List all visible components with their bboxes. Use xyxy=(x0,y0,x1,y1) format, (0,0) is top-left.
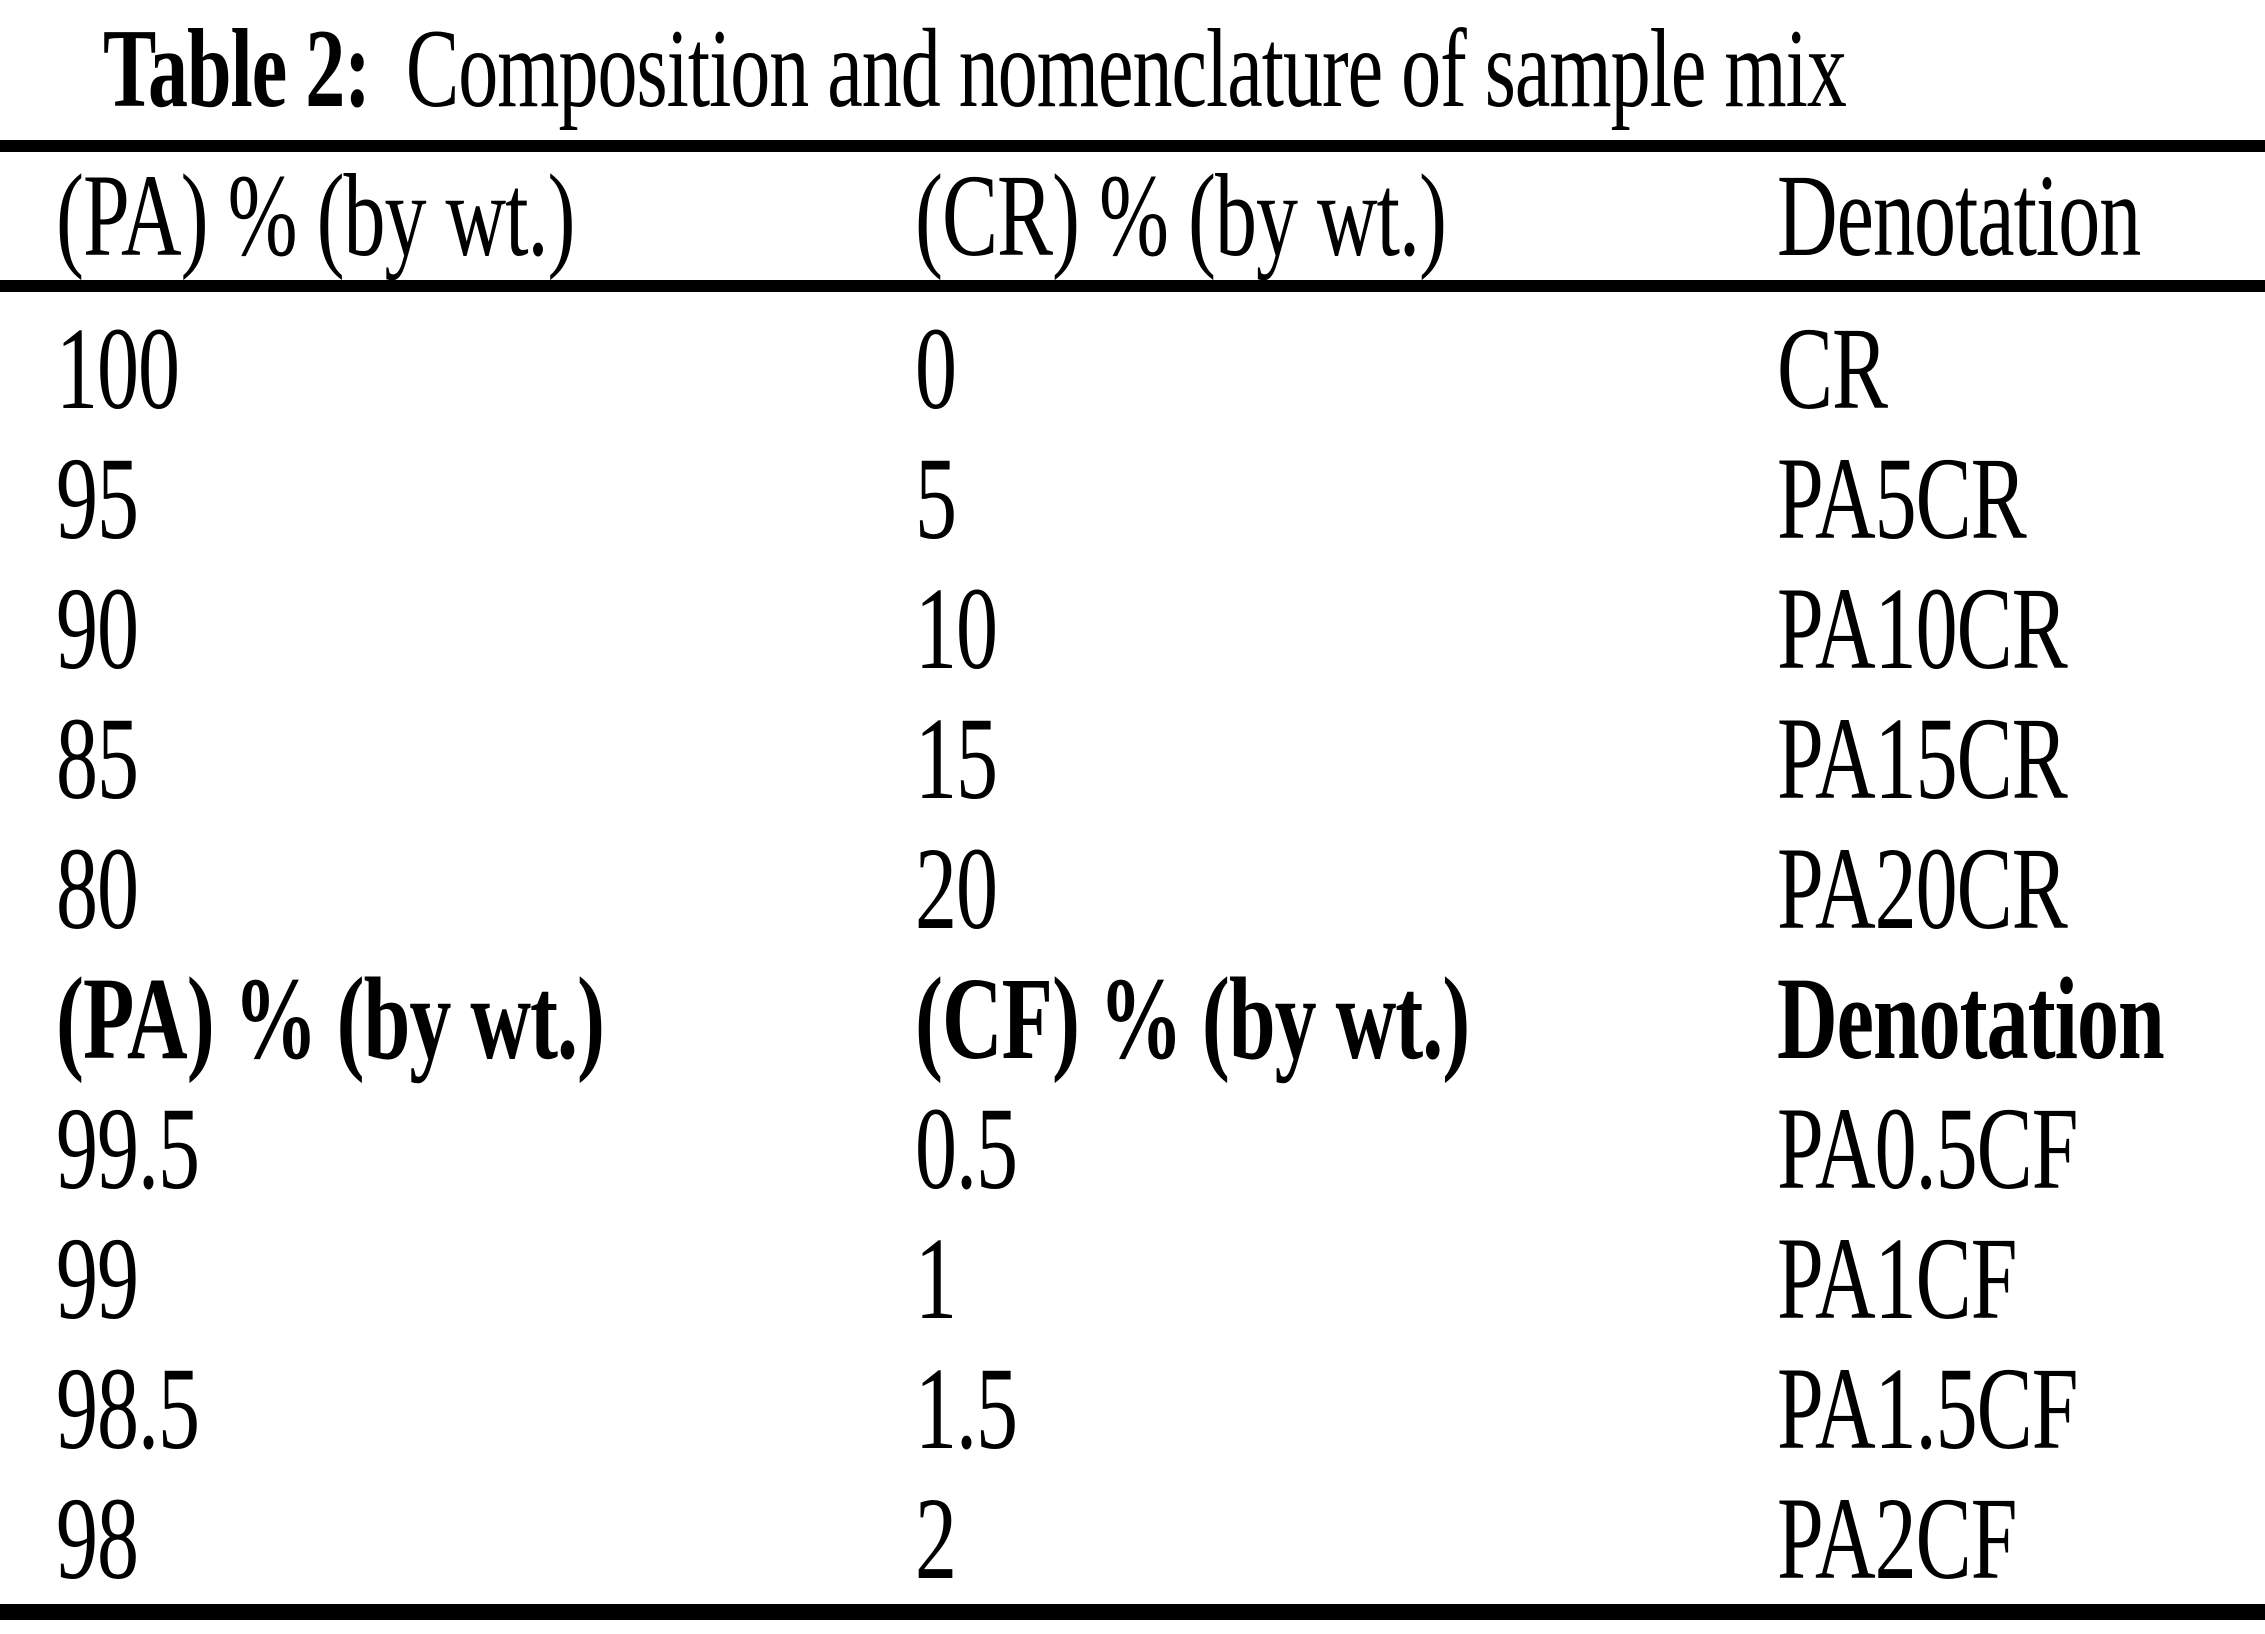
subheader-cell-denotation: Denotation xyxy=(1777,953,2165,1085)
cell-denotation: PA10CR xyxy=(1777,563,2068,695)
table-body: 100 0 CR 95 5 PA5CR 90 10 PA10CR 85 15 P… xyxy=(0,292,2265,1604)
cell-pa: 80 xyxy=(56,823,139,955)
cell-pa: 99.5 xyxy=(56,1083,200,1215)
cell-cr: 10 xyxy=(915,563,998,695)
table-row-cr-2: 90 10 PA10CR xyxy=(0,564,2265,694)
header-cell-pa: (PA) % (by wt.) xyxy=(56,150,576,282)
cell-cr: 15 xyxy=(915,693,998,825)
table-subheader-row: (PA) % (by wt.) (CF) % (by wt.) Denotati… xyxy=(0,954,2265,1084)
cell-cr: 5 xyxy=(915,433,957,565)
table-caption: Table 2: Composition and nomenclature of… xyxy=(0,0,2265,140)
table-row-cr-0: 100 0 CR xyxy=(0,304,2265,434)
cell-cr: 20 xyxy=(915,823,998,955)
composition-table: (PA) % (by wt.) (CR) % (by wt.) Denotati… xyxy=(0,140,2265,1620)
table-row-cf-2: 98.5 1.5 PA1.5CF xyxy=(0,1344,2265,1474)
cell-denotation: PA5CR xyxy=(1777,433,2027,565)
subheader-cell-pa: (PA) % (by wt.) xyxy=(56,953,605,1085)
cell-denotation: PA15CR xyxy=(1777,693,2068,825)
table-row-cf-0: 99.5 0.5 PA0.5CF xyxy=(0,1084,2265,1214)
header-cell-denotation: Denotation xyxy=(1777,150,2141,282)
cell-pa: 98.5 xyxy=(56,1343,200,1475)
cell-cr: 0 xyxy=(915,303,957,435)
cell-pa: 99 xyxy=(56,1213,139,1345)
table-caption-text: Composition and nomenclature of sample m… xyxy=(405,7,1847,131)
cell-denotation: PA2CF xyxy=(1777,1473,2017,1605)
table-row-cr-4: 80 20 PA20CR xyxy=(0,824,2265,954)
header-cell-cr: (CR) % (by wt.) xyxy=(915,150,1447,282)
subheader-cell-cf: (CF) % (by wt.) xyxy=(915,953,1470,1085)
cell-denotation: PA1.5CF xyxy=(1777,1343,2078,1475)
cell-pa: 95 xyxy=(56,433,139,565)
cell-cf: 2 xyxy=(915,1473,957,1605)
cell-cf: 1 xyxy=(915,1213,957,1345)
table-header-row: (PA) % (by wt.) (CR) % (by wt.) Denotati… xyxy=(0,150,2265,292)
cell-pa: 90 xyxy=(56,563,139,695)
table-caption-label: Table 2: xyxy=(103,7,371,131)
cell-pa: 100 xyxy=(56,303,180,435)
cell-denotation: CR xyxy=(1777,303,1888,435)
cell-denotation: PA20CR xyxy=(1777,823,2068,955)
table-row-cr-3: 85 15 PA15CR xyxy=(0,694,2265,824)
cell-denotation: PA1CF xyxy=(1777,1213,2017,1345)
cell-pa: 98 xyxy=(56,1473,139,1605)
cell-denotation: PA0.5CF xyxy=(1777,1083,2078,1215)
table-row-cf-1: 99 1 PA1CF xyxy=(0,1214,2265,1344)
cell-pa: 85 xyxy=(56,693,139,825)
cell-cf: 1.5 xyxy=(915,1343,1018,1475)
table-row-cf-3: 98 2 PA2CF xyxy=(0,1474,2265,1604)
cell-cf: 0.5 xyxy=(915,1083,1018,1215)
table-row-cr-1: 95 5 PA5CR xyxy=(0,434,2265,564)
